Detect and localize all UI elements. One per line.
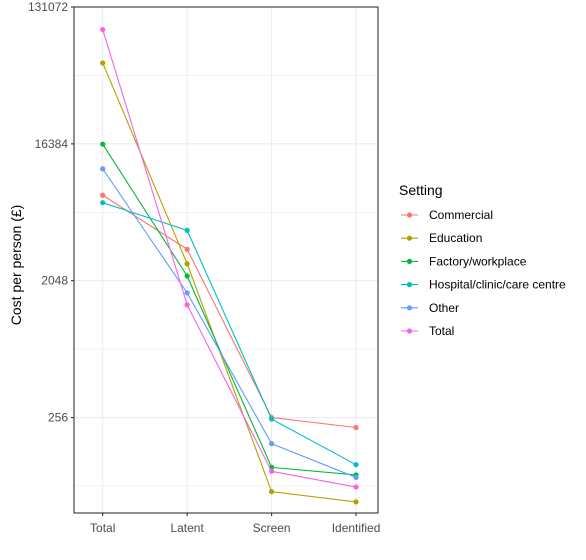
data-point-total-identified [353, 484, 359, 490]
y-tick-label: 256 [48, 411, 68, 425]
y-tick-label: 2048 [41, 274, 68, 288]
legend-item-other: Other [401, 301, 459, 315]
series-line-commercial [102, 194, 357, 429]
series-line-education [102, 62, 357, 503]
data-point-factory-workplace-total [100, 141, 106, 147]
y-tick-label: 131072 [28, 0, 68, 14]
series-line-total [102, 29, 357, 488]
data-point-commercial-latent [184, 246, 190, 252]
series-other [100, 166, 359, 481]
legend-label: Education [429, 231, 482, 245]
x-tick-label: Total [90, 521, 115, 535]
legend-label: Other [429, 301, 459, 315]
data-point-other-screen [269, 441, 275, 447]
data-point-other-latent [184, 290, 190, 296]
data-point-other-total [100, 166, 106, 172]
legend-item-total: Total [401, 324, 454, 338]
series-layer [100, 26, 359, 505]
legend-key-point [406, 328, 413, 334]
legend-title: Setting [399, 182, 443, 198]
x-tick-label: Screen [253, 521, 291, 535]
data-point-hospital-clinic-care-centre-latent [184, 227, 190, 233]
data-point-education-screen [269, 489, 275, 495]
legend-item-commercial: Commercial [401, 208, 493, 222]
axes: 256 2048 16384 131072 Total Latent Screen Ident… [28, 0, 380, 535]
x-tick-label: Identified [332, 521, 381, 535]
series-line-factory-workplace [102, 143, 357, 476]
data-point-other-identified [353, 474, 359, 481]
series-education [100, 60, 359, 505]
data-point-total-screen [269, 468, 275, 474]
data-point-education-total [100, 60, 106, 66]
legend-key-point [406, 258, 413, 264]
data-point-hospital-clinic-care-centre-screen [269, 416, 275, 422]
legend-key-point [406, 305, 413, 311]
legend-label: Factory/workplace [429, 254, 527, 268]
legend-label: Commercial [429, 208, 493, 222]
series-line-hospital-clinic-care-centre [102, 202, 357, 466]
legend-item-factory-workplace: Factory/workplace [401, 254, 527, 268]
data-point-commercial-identified [353, 424, 359, 431]
legend-key-point [406, 212, 413, 218]
plot-panel [74, 7, 378, 513]
data-point-education-latent [184, 261, 190, 267]
legend-label: Hospital/clinic/care centre [429, 278, 566, 292]
panel-border [73, 6, 379, 514]
legend: Setting Commercial Education Factory/workp… [399, 182, 566, 338]
data-point-hospital-clinic-care-centre-total [100, 200, 106, 206]
data-point-commercial-total [100, 192, 106, 198]
data-point-total-latent [184, 302, 190, 308]
data-point-total-total [100, 26, 106, 33]
legend-item-education: Education [401, 231, 482, 245]
data-point-factory-workplace-latent [184, 273, 190, 279]
data-point-education-identified [353, 499, 359, 505]
legend-key-point [406, 235, 413, 241]
legend-label: Total [429, 324, 454, 338]
legend-item-hospital-clinic-care-centre: Hospital/clinic/care centre [401, 278, 566, 292]
legend-key-point [406, 282, 413, 288]
series-total [100, 26, 359, 490]
x-tick-label: Latent [170, 521, 204, 535]
series-hospital-clinic-care-centre [100, 200, 359, 468]
data-point-hospital-clinic-care-centre-identified [353, 462, 359, 468]
y-tick-label: 16384 [35, 137, 69, 151]
series-line-other [102, 168, 357, 478]
y-axis-title: Cost per person (£) [8, 205, 24, 326]
